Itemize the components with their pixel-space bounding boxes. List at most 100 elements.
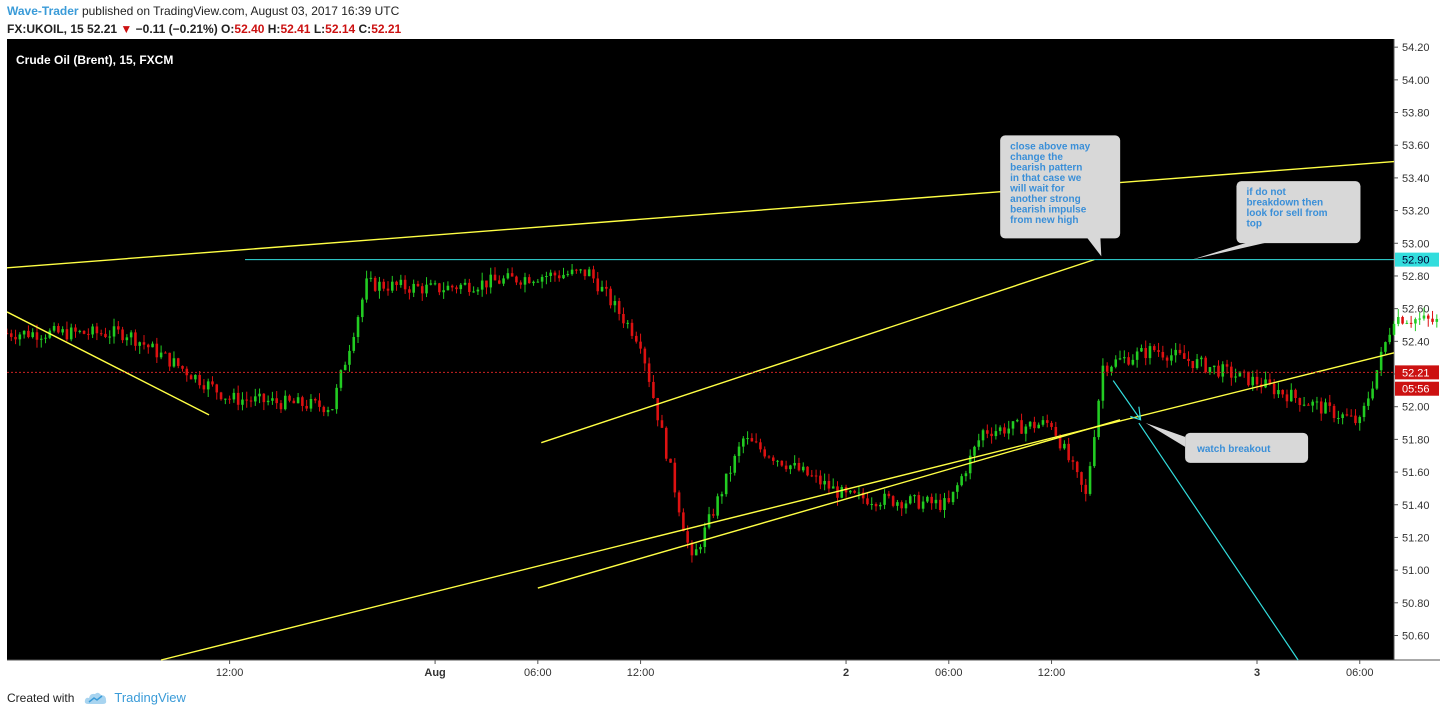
candle-body bbox=[998, 427, 1002, 432]
candle-body bbox=[408, 289, 411, 293]
chart-title: Crude Oil (Brent), 15, FXCM bbox=[16, 53, 173, 67]
candle-body bbox=[849, 490, 852, 493]
y-tick-label: 51.80 bbox=[1402, 434, 1430, 446]
candle-body bbox=[87, 333, 90, 335]
candle-body bbox=[35, 332, 39, 340]
candle-body bbox=[1409, 322, 1413, 324]
candle-body bbox=[930, 496, 933, 504]
candle-body bbox=[652, 381, 655, 399]
candle-body bbox=[733, 455, 737, 473]
candle-body bbox=[870, 504, 874, 506]
y-tick-label: 50.60 bbox=[1402, 630, 1430, 642]
candle-body bbox=[1341, 414, 1344, 419]
candle-body bbox=[712, 514, 715, 516]
note-breakout-pointer bbox=[1145, 423, 1186, 447]
candle-body bbox=[1033, 421, 1036, 429]
note-bearish-pointer bbox=[1086, 236, 1102, 257]
candle-body bbox=[450, 285, 454, 288]
candle-body bbox=[673, 462, 677, 493]
y-tick-label: 53.40 bbox=[1402, 173, 1430, 185]
candle-body bbox=[104, 333, 107, 338]
candle-body bbox=[138, 342, 141, 346]
candle-body bbox=[1324, 402, 1327, 414]
candle-body bbox=[724, 473, 728, 495]
candle-body bbox=[433, 283, 437, 285]
y-tick-label: 51.60 bbox=[1402, 467, 1430, 479]
candle-body bbox=[1435, 318, 1439, 322]
candle-body bbox=[694, 549, 698, 556]
candle-body bbox=[960, 476, 963, 486]
candle-body bbox=[776, 460, 779, 462]
candle-body bbox=[1101, 365, 1105, 401]
candle-body bbox=[1037, 424, 1040, 429]
candle-body bbox=[1396, 316, 1400, 324]
candle-body bbox=[194, 374, 197, 380]
candle-body bbox=[1050, 422, 1053, 427]
candle-body bbox=[690, 542, 694, 556]
breakdown-arrowhead bbox=[1130, 406, 1142, 421]
candle-body bbox=[31, 332, 34, 338]
candle-body bbox=[647, 363, 651, 382]
candle-body bbox=[609, 288, 612, 306]
candle-body bbox=[669, 458, 672, 463]
published-text: published on TradingView.com, August 03,… bbox=[81, 4, 400, 18]
candle-body bbox=[369, 277, 373, 279]
candle-body bbox=[913, 495, 916, 497]
candle-body bbox=[1285, 394, 1289, 402]
candle-body bbox=[112, 326, 116, 337]
candle-body bbox=[1204, 357, 1207, 373]
candle-body bbox=[91, 326, 94, 335]
candle-body bbox=[956, 485, 959, 492]
candle-body bbox=[322, 406, 326, 413]
candle-body bbox=[1170, 355, 1173, 361]
chart-container[interactable]: 54.20 54.00 53.80 53.60 53.40 53.20 53.00 52.80… bbox=[5, 39, 1440, 685]
candle-body bbox=[664, 427, 668, 459]
candle-body bbox=[729, 472, 732, 474]
tradingview-brand-link[interactable]: TradingView bbox=[114, 690, 186, 705]
candle-body bbox=[9, 333, 13, 337]
y-tick-label: 54.00 bbox=[1402, 75, 1430, 87]
candle-body bbox=[562, 274, 565, 279]
candle-body bbox=[622, 313, 625, 324]
descending-trendline bbox=[6, 311, 210, 416]
candle-body bbox=[977, 440, 981, 447]
candle-body bbox=[921, 501, 925, 509]
candle-body bbox=[1234, 376, 1237, 378]
candle-body bbox=[326, 410, 330, 413]
candle-body bbox=[831, 486, 835, 489]
candle-body bbox=[1015, 420, 1019, 422]
candle-body bbox=[395, 281, 398, 286]
candle-body bbox=[853, 490, 856, 493]
candle-body bbox=[1024, 426, 1028, 434]
price-chart[interactable]: 54.20 54.00 53.80 53.60 53.40 53.20 53.00 52.80… bbox=[5, 39, 1440, 685]
candle-body bbox=[313, 398, 317, 401]
candle-body bbox=[759, 442, 762, 450]
candle-body bbox=[455, 287, 458, 290]
candle-body bbox=[754, 441, 758, 443]
candle-body bbox=[1007, 428, 1011, 434]
down-arrow-icon: ▼ bbox=[120, 22, 133, 36]
candle-body bbox=[117, 326, 120, 330]
candle-body bbox=[78, 330, 82, 332]
candle-body bbox=[99, 333, 103, 335]
candle-body bbox=[468, 282, 471, 293]
author-link[interactable]: Wave-Trader bbox=[7, 4, 79, 18]
candle-body bbox=[840, 487, 844, 498]
candle-body bbox=[331, 409, 334, 411]
candle-body bbox=[1028, 421, 1032, 427]
candle-body bbox=[600, 286, 604, 292]
candle-body bbox=[707, 514, 711, 528]
candle-body bbox=[1319, 401, 1323, 414]
open-label: O: bbox=[221, 22, 235, 36]
candle-body bbox=[1187, 358, 1190, 361]
candle-body bbox=[378, 281, 381, 291]
candle-body bbox=[827, 480, 831, 489]
candle-body bbox=[258, 393, 261, 397]
candle-body bbox=[861, 492, 865, 499]
note-bearish-text: close above may change the bearish pattern… bbox=[1009, 141, 1090, 226]
candle-body bbox=[459, 284, 463, 290]
candle-body bbox=[1174, 349, 1177, 356]
candle-body bbox=[155, 343, 159, 358]
candle-body bbox=[1157, 350, 1160, 352]
candle-body bbox=[1367, 398, 1370, 406]
